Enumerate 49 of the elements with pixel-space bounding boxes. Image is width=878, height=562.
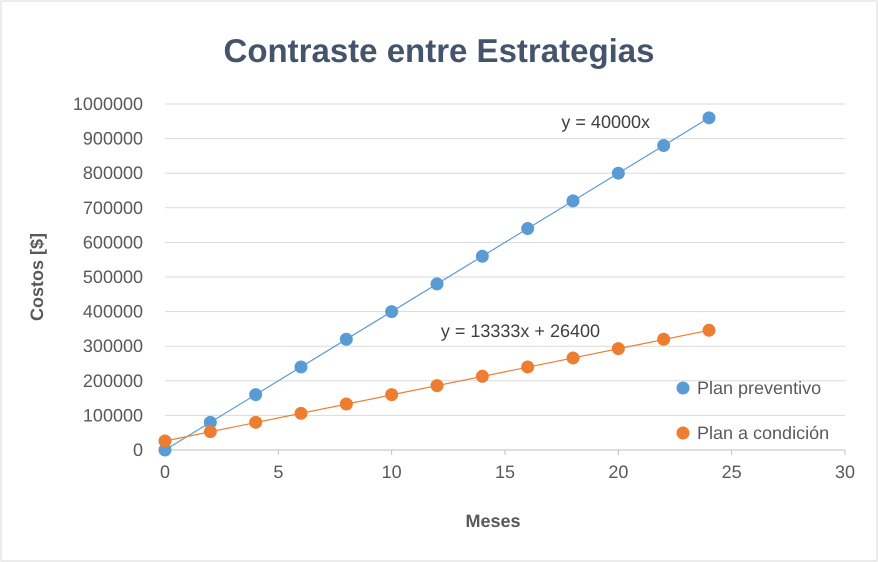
y-axis-title: Costos [$]: [27, 232, 47, 322]
point: [385, 388, 398, 402]
y-tick-label: 1000000: [72, 94, 143, 114]
point: [385, 305, 398, 318]
annotation: y = 40000x: [561, 112, 650, 132]
point: [566, 351, 580, 364]
point: [657, 332, 670, 346]
y-tick-label: 900000: [82, 128, 143, 149]
chart-title: Contraste entre Estrategias: [224, 32, 654, 69]
point: [521, 222, 534, 236]
annotation: y = 13333x + 26400: [440, 321, 600, 341]
point: [521, 360, 534, 374]
x-tick-label: 30: [834, 462, 856, 482]
y-tick-label: 100000: [82, 405, 143, 426]
point: [294, 406, 308, 420]
x-tick-label: 10: [382, 462, 402, 482]
legend-label: Plan preventivo: [697, 378, 822, 398]
point: [476, 250, 489, 263]
point: [249, 416, 262, 429]
y-tick-label: 300000: [82, 336, 143, 356]
y-tick-label: 700000: [82, 198, 143, 218]
point: [702, 111, 716, 124]
x-tick-label: 5: [273, 462, 284, 482]
point: [476, 370, 489, 383]
x-tick-label: 0: [160, 462, 170, 482]
point: [158, 434, 172, 448]
point: [430, 277, 444, 290]
point: [612, 342, 625, 356]
point: [294, 360, 308, 374]
point: [340, 397, 353, 410]
point: [566, 194, 580, 208]
point: [702, 324, 716, 337]
point: [249, 388, 262, 402]
point: [612, 166, 625, 180]
y-tick-label: 500000: [82, 267, 143, 287]
x-tick-label: 15: [494, 462, 516, 482]
y-tick-label: 0: [132, 440, 143, 460]
y-tick-label: 800000: [82, 163, 143, 184]
point: [430, 379, 444, 392]
y-tick-label: 200000: [82, 370, 143, 391]
x-tick-label: 20: [608, 462, 628, 482]
y-tick-label: 400000: [82, 302, 143, 322]
x-tick-label: 25: [722, 462, 742, 482]
point: [204, 425, 217, 438]
point: [657, 139, 670, 152]
y-tick-label: 600000: [82, 232, 143, 252]
point: [340, 332, 353, 346]
x-axis-title: Meses: [465, 511, 521, 531]
legend-label: Plan a condición: [697, 423, 830, 443]
